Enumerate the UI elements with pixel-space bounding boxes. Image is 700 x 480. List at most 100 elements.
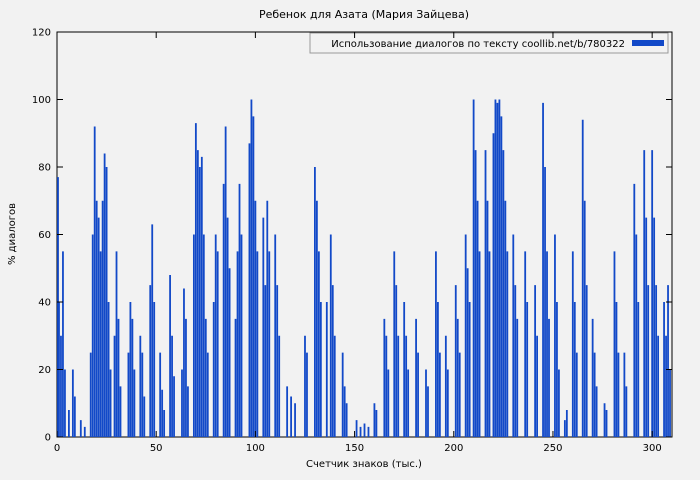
bar [458,352,461,437]
bar [466,268,469,437]
bar [306,352,308,437]
y-tick-label: 60 [38,230,51,241]
bar [250,99,253,437]
bar [99,251,102,437]
bar [363,423,366,437]
y-tick-label: 40 [38,298,51,309]
bar [214,234,217,437]
bar [206,352,209,437]
bar [623,352,626,437]
bar [83,426,86,437]
bar [464,234,467,437]
bar [581,119,584,437]
bar [643,150,646,437]
bar [425,369,427,437]
bars-series [57,99,671,437]
bar [397,335,400,437]
bar [139,335,142,437]
bar [268,251,271,437]
y-axis-title: % диалогов [7,203,18,265]
bar [498,99,501,437]
bar [615,302,618,437]
bar [171,335,173,437]
bar [407,369,410,437]
bar [240,234,243,437]
bar [133,369,136,437]
bar [583,200,586,437]
plot-border [56,31,673,438]
bar [496,102,499,437]
bar [71,369,74,437]
bar [494,99,497,437]
bar [194,123,197,437]
bar [192,234,195,437]
bar [468,302,471,437]
bar [595,386,598,437]
bar [198,167,201,437]
bar [181,369,183,437]
bar [60,335,62,437]
bar [73,396,76,437]
bar [571,251,574,437]
bar [415,318,417,437]
bar [647,285,650,437]
bar [534,285,537,437]
bar [613,251,616,437]
bar [89,352,92,437]
x-tick-label: 200 [444,443,463,454]
bar [216,251,219,437]
bar [204,318,207,437]
bar [593,352,596,437]
bar [149,285,152,437]
bar [304,335,306,437]
bar [387,369,390,437]
bar [472,99,475,437]
bar [367,426,370,437]
bar [317,251,320,437]
bar [103,153,106,437]
bar [657,335,660,437]
x-axis-title: Счетчик знаков (тыс.) [306,459,422,470]
bar [129,302,132,437]
bar [57,177,59,437]
bar [536,335,538,437]
bar [506,251,509,437]
bar [526,302,529,437]
axis-ticks [56,31,672,438]
bar [474,150,477,437]
bar [456,318,459,437]
bar [95,200,98,437]
bar [117,318,120,437]
bar [446,369,449,437]
bar [141,352,144,437]
bar [187,386,189,437]
bar [435,251,437,437]
bar [234,318,237,437]
bar [359,426,362,437]
bar [119,386,122,437]
bar [113,335,116,437]
bar [105,167,108,437]
bar [492,133,495,437]
bar [143,396,146,437]
bar [444,335,447,437]
bar [575,352,578,437]
bar [667,285,669,437]
x-tick-label: 150 [345,443,364,454]
bar [290,396,292,437]
bar [236,251,239,437]
bar [512,234,515,437]
x-tick-label: 250 [543,443,562,454]
bar [200,156,203,437]
bar [585,285,588,437]
bar [427,386,429,437]
bar [500,116,503,437]
bar [565,410,568,437]
bar [651,150,654,437]
bar [502,150,505,437]
bar [315,200,318,437]
bar [563,420,566,437]
bar [256,251,259,437]
bar [437,302,439,437]
